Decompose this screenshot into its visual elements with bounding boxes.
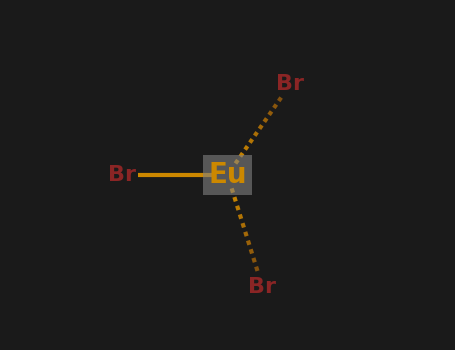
Text: Eu: Eu [208,161,247,189]
Text: Br: Br [108,165,136,185]
Text: Br: Br [277,74,304,94]
Text: Br: Br [248,277,277,297]
